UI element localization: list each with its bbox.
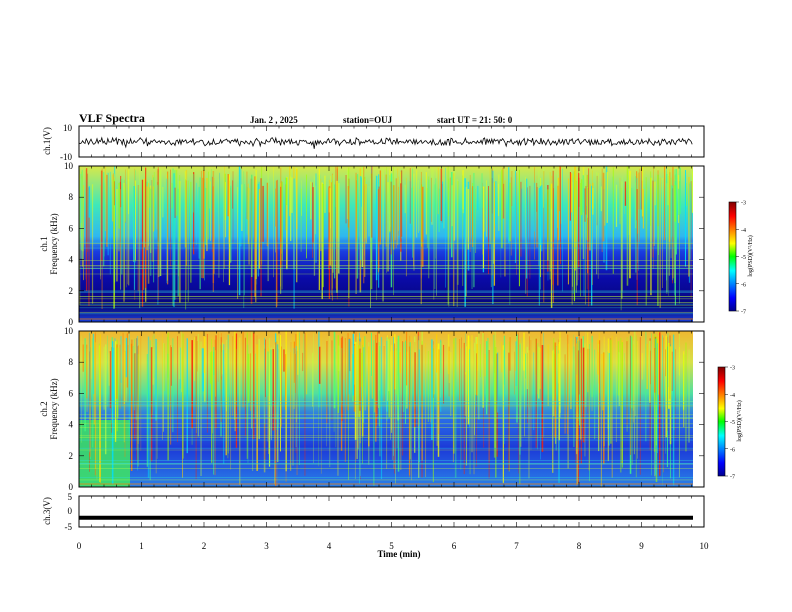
ch3-ytick-mid: 0 — [68, 506, 73, 516]
ch3-ytick-bottom: -5 — [65, 522, 73, 532]
x-axis-label: Time (min) — [377, 549, 420, 559]
colorbar-tick-label: -5 — [730, 420, 735, 426]
x-tick-label: 4 — [327, 541, 332, 551]
spectrogram-ytick-label: 2 — [69, 286, 74, 296]
start-time-label: start UT = 21: 50: 0 — [437, 115, 513, 125]
x-tick-label: 10 — [700, 541, 710, 551]
colorbar-tick-label: -6 — [730, 447, 735, 453]
spectrogram-ytick-label: 10 — [64, 161, 74, 171]
ch2-spectrogram-panel: 0 2 4 6 8 10 ch.2 Frequency (kHz) — [39, 326, 705, 492]
ch3-waveform-panel: 5 0 -5 ch.3(V) — [42, 492, 705, 532]
colorbar-tick-label: -3 — [741, 201, 746, 207]
colorbar-tick-label: -7 — [741, 310, 746, 316]
ch1-waveform-line — [78, 136, 693, 149]
x-tick-label: 0 — [77, 541, 82, 551]
ch1-waveform-panel: 10 -10 ch.1(V) — [42, 123, 705, 162]
spectrogram-ytick-label: 2 — [69, 451, 74, 461]
colorbar-tick-label: -5 — [741, 255, 746, 261]
ch2-spectrogram-texture — [79, 331, 704, 487]
station-label: station=OUJ — [343, 115, 393, 125]
ch1-ytick-bottom: -10 — [60, 152, 72, 162]
x-tick-label: 1 — [139, 541, 144, 551]
colorbar-tick-label: -6 — [741, 282, 746, 288]
x-tick-label: 3 — [264, 541, 269, 551]
spectrogram-ytick-label: 4 — [69, 255, 74, 265]
x-axis-tick-labels: 0 1 2 3 4 5 6 7 8 9 10 — [77, 541, 709, 551]
spectrogram-ytick-label: 8 — [69, 192, 74, 202]
x-tick-label: 2 — [202, 541, 207, 551]
colorbar-tick-label: -4 — [741, 228, 746, 234]
ch2-early-broadband-region — [79, 420, 130, 487]
chart-title: VLF Spectra — [79, 111, 145, 125]
ch1-colorbar-scale — [728, 201, 737, 312]
ch2-colorbar-scale — [717, 366, 726, 477]
spectrogram-ytick-label: 4 — [69, 420, 74, 430]
spectrogram-ytick-label: 10 — [64, 326, 74, 336]
spectrogram-ytick-label: 6 — [69, 223, 74, 233]
ch1-colorbar: -3 -4 -5 -6 -7 log(PSD)(V²/Hz) — [728, 201, 754, 316]
ch3-ytick-top: 5 — [68, 492, 73, 502]
ch1-ylabel: ch.1(V) — [42, 127, 52, 155]
x-tick-label: 7 — [514, 541, 519, 551]
spectrogram-ytick-label: 8 — [69, 357, 74, 367]
ch2-spec-ylabel-frequency: Frequency (kHz) — [49, 378, 59, 439]
colorbar-tick-label: -7 — [730, 475, 735, 481]
ch1-spec-ylabel-frequency: Frequency (kHz) — [49, 213, 59, 274]
x-tick-label: 6 — [452, 541, 457, 551]
date-label: Jan. 2 , 2025 — [250, 115, 298, 125]
spectrogram-ytick-label: 0 — [69, 482, 74, 492]
spectrogram-ytick-label: 6 — [69, 388, 74, 398]
ch2-colorbar-label: log(PSD)(V²/Hz) — [736, 400, 743, 441]
ch1-spec-ylabel-channel: ch.1 — [39, 236, 49, 251]
ch3-ylabel: ch.3(V) — [42, 497, 52, 525]
ch2-colorbar: -3 -4 -5 -6 -7 log(PSD)(V²/Hz) — [717, 366, 743, 481]
ch1-spectrogram-texture — [79, 166, 704, 322]
x-tick-label: 8 — [577, 541, 582, 551]
x-axis-ticks — [78, 126, 705, 527]
spectrogram-ytick-label: 0 — [69, 317, 74, 327]
colorbar-tick-label: -3 — [730, 366, 735, 372]
x-tick-label: 9 — [639, 541, 644, 551]
x-tick-label: 5 — [389, 541, 394, 551]
ch3-waveform-frame — [78, 495, 705, 528]
ch1-ytick-top: 10 — [63, 123, 73, 133]
colorbar-tick-label: -4 — [730, 393, 735, 399]
ch1-colorbar-label: log(PSD)(V²/Hz) — [747, 235, 754, 276]
ch1-spectrogram-panel: 0 2 4 6 8 10 ch.1 Frequency (kHz) — [39, 161, 705, 327]
ch2-spec-ylabel-channel: ch.2 — [39, 401, 49, 416]
